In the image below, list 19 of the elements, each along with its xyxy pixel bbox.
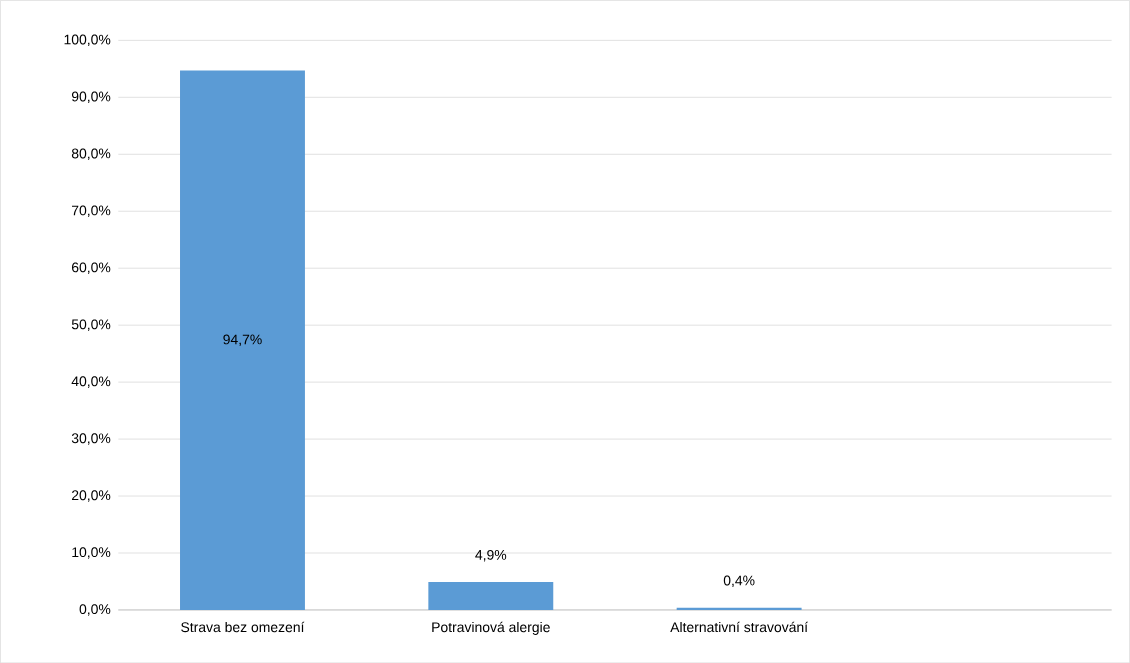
data-label: 94,7%: [223, 334, 262, 346]
y-tick-label: 40,0%: [71, 376, 111, 388]
y-tick-label: 0,0%: [79, 604, 111, 616]
y-tick-label: 80,0%: [71, 148, 111, 160]
y-tick-label: 60,0%: [71, 262, 111, 274]
y-tick-label: 20,0%: [71, 490, 111, 502]
y-tick-label: 100,0%: [64, 34, 111, 46]
x-tick-label: Strava bez omezení: [181, 621, 305, 632]
data-label: 4,9%: [475, 549, 507, 562]
y-tick-label: 70,0%: [72, 205, 111, 217]
y-tick-label: 50,0%: [71, 319, 111, 331]
data-label: 0,4%: [723, 575, 755, 587]
x-tick-label: Potravinová alergie: [432, 621, 550, 635]
x-tick-label: Alternativní stravování: [670, 621, 808, 632]
bar: [428, 581, 554, 610]
y-tick-label: 90,0%: [71, 91, 111, 103]
y-tick-label: 10,0%: [72, 547, 111, 559]
y-tick-label: 30,0%: [71, 433, 111, 445]
bar: [180, 70, 305, 610]
